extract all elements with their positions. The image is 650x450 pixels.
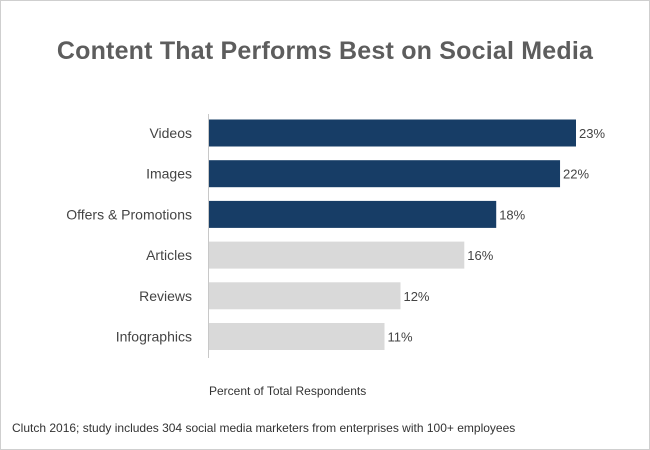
- bar-offers-promotions: [209, 200, 497, 228]
- category-label-videos: Videos: [149, 125, 192, 141]
- category-label-offers-promotions: Offers & Promotions: [66, 206, 192, 222]
- bar-articles: [209, 241, 465, 269]
- bars-group: [209, 119, 576, 350]
- bar-videos: [209, 119, 576, 147]
- bar-reviews: [209, 282, 401, 310]
- source-note: Clutch 2016; study includes 304 social m…: [12, 421, 516, 435]
- category-labels-group: Videos Images Offers & Promotions Articles R…: [66, 125, 192, 345]
- value-label-reviews: 12%: [403, 289, 429, 304]
- value-label-infographics: 11%: [388, 330, 413, 345]
- category-label-images: Images: [146, 166, 192, 182]
- category-label-infographics: Infographics: [116, 329, 192, 345]
- chart-title: Content That Performs Best on Social Med…: [56, 37, 594, 65]
- bar-infographics: [209, 323, 385, 350]
- value-label-offers-promotions: 18%: [499, 207, 525, 222]
- category-label-articles: Articles: [146, 247, 192, 263]
- value-label-images: 22%: [563, 167, 589, 182]
- x-axis-title: Percent of Total Respondents: [209, 384, 367, 398]
- value-label-videos: 23%: [579, 126, 605, 141]
- bar-images: [209, 160, 561, 188]
- value-labels-group: 23% 22% 18% 16% 12% 11%: [388, 126, 606, 345]
- category-label-reviews: Reviews: [139, 288, 192, 304]
- value-label-articles: 16%: [467, 248, 493, 263]
